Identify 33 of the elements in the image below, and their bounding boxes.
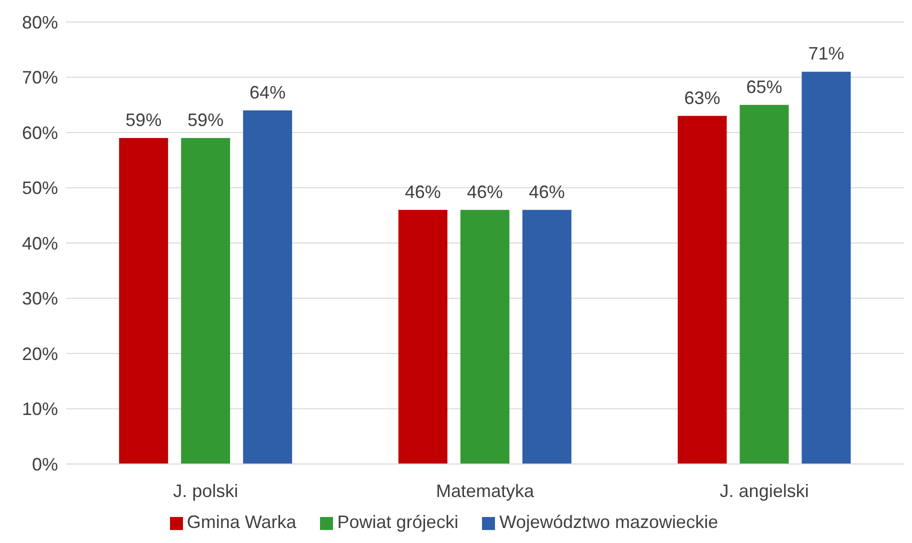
data-label: 46% [466,182,503,202]
y-tick-label: 20% [22,344,58,364]
legend-label: Województwo mazowieckie [499,512,718,532]
bar [460,210,510,464]
bar [398,210,448,464]
bar [678,116,727,464]
bar [522,210,572,464]
data-label: 71% [808,44,844,64]
data-label: 46% [404,182,441,202]
bar [243,110,292,464]
data-label: 63% [684,88,720,108]
x-tick-label: J. angielski [720,480,809,501]
data-label: 59% [188,110,224,130]
y-tick-label: 80% [22,12,58,32]
bar [740,104,789,464]
data-label: 59% [126,110,162,130]
y-tick-label: 40% [22,233,58,254]
y-tick-label: 60% [22,122,58,143]
bar [181,138,230,464]
data-label: 46% [528,182,565,202]
y-tick-label: 0% [32,454,58,474]
bar [119,138,168,464]
x-tick-label: Matematyka [436,480,535,501]
data-label: 65% [746,76,782,97]
legend-label: Powiat grójecki [337,512,458,532]
bar [802,72,851,464]
data-label: 64% [250,82,286,102]
legend-label: Gmina Warka [186,512,296,532]
x-tick-label: J. polski [173,480,238,501]
y-tick-label: 50% [22,178,58,198]
y-tick-label: 10% [22,399,58,420]
y-tick-label: 30% [22,288,58,309]
y-tick-label: 70% [22,68,58,88]
